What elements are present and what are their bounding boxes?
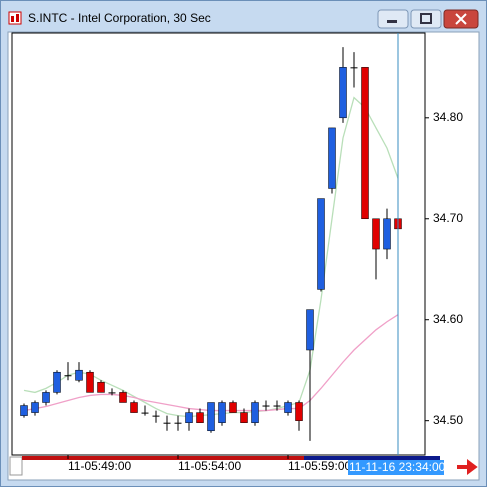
chart: 34.50 34.60 34.70 34.80 11-05:49:00 11-05:54:… [20, 33, 463, 475]
y-tick-label: 34.70 [433, 211, 463, 225]
minimize-button[interactable] [377, 9, 409, 29]
x-tick-label: 11-05:54:00 [178, 459, 241, 473]
candle-body [350, 67, 358, 69]
candle-body [295, 402, 303, 421]
candle-body [64, 375, 72, 377]
app-icon-bar [16, 14, 19, 22]
candle-body [108, 392, 116, 394]
app-icon-bar [11, 16, 14, 22]
scroll-box[interactable] [9, 456, 23, 476]
cursor-label: 11-11-16 23:34:00 [349, 460, 446, 474]
y-tick-label: 34.60 [433, 312, 463, 326]
x-tick-label: 11-05:59:00 [288, 459, 351, 473]
candle-body [42, 392, 50, 403]
window-title: S.INTC - Intel Corporation, 30 Sec [28, 11, 211, 25]
candle-body [383, 218, 391, 250]
candle-body [141, 412, 149, 414]
close-icon [455, 13, 467, 25]
candle-body [229, 402, 237, 413]
scroll-right-arrow[interactable] [457, 459, 478, 475]
candle-body [75, 369, 83, 381]
candle-body [328, 127, 336, 189]
candle-body [207, 402, 215, 432]
candle-body [185, 412, 193, 423]
y-tick-label: 34.50 [433, 413, 463, 427]
candle-body [31, 402, 39, 413]
x-tick-label: 11-05:49:00 [68, 459, 131, 473]
candle-body [306, 309, 314, 351]
candle-body [251, 402, 259, 423]
candle-body [130, 402, 138, 413]
candle-body [273, 405, 281, 407]
maximize-icon [420, 13, 432, 24]
candle-body [20, 405, 28, 416]
y-tick-label: 34.80 [433, 110, 463, 124]
candle-body [262, 405, 270, 407]
candle-body [240, 412, 248, 423]
candle-body [218, 402, 226, 423]
candle-body [152, 415, 160, 417]
plot-area [11, 32, 426, 456]
maximize-button[interactable] [410, 9, 442, 29]
candle-body [119, 392, 127, 403]
candle-body [339, 67, 347, 119]
candle-body [163, 422, 171, 424]
candle-body [53, 371, 61, 393]
cursor-label-box [348, 460, 444, 475]
scroll-track-red [22, 456, 304, 460]
app-icon [8, 11, 22, 25]
candle-body [86, 371, 94, 393]
candle-body [372, 218, 380, 250]
candle-body [317, 198, 325, 290]
candle-body [196, 412, 204, 423]
minimize-icon [387, 20, 397, 23]
candle-body [284, 402, 292, 413]
candle-body [361, 67, 369, 220]
candle-body [97, 382, 105, 393]
candle-body [174, 422, 182, 424]
scroll-track-blue [304, 456, 440, 460]
